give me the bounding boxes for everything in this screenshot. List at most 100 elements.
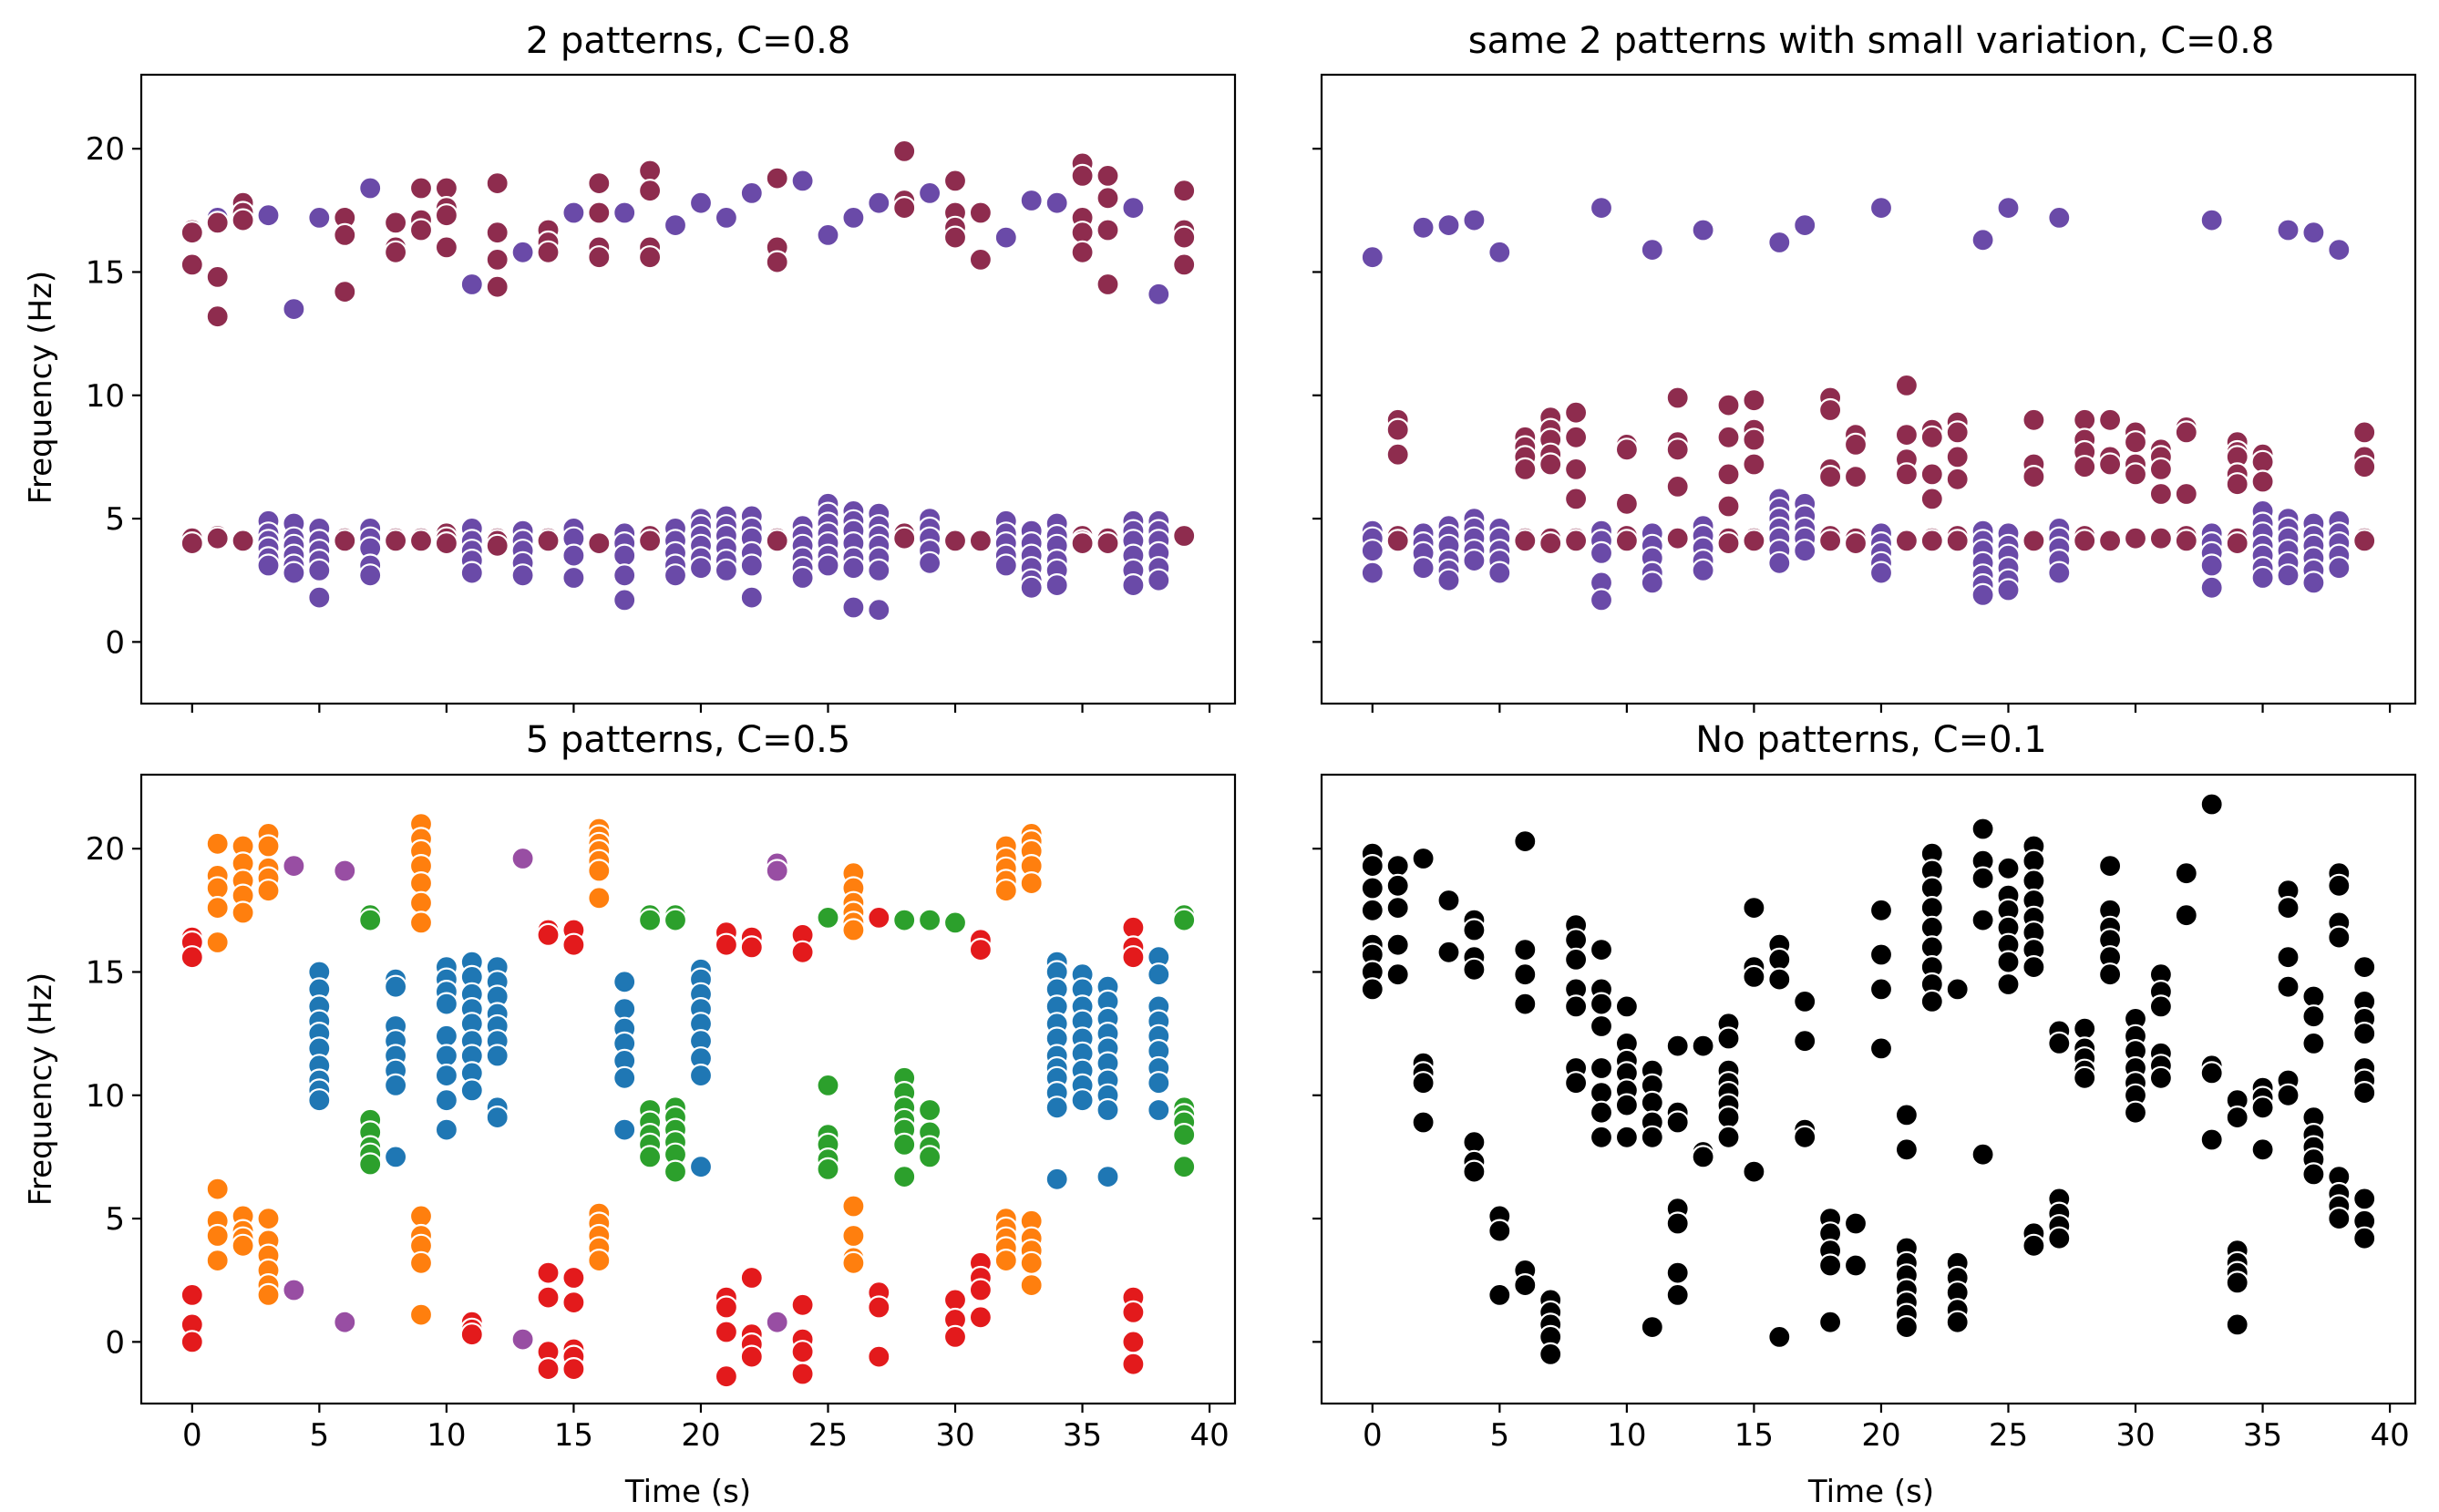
- data-point: [2352, 1226, 2377, 1250]
- data-point: [1385, 873, 1410, 898]
- data-point: [1096, 186, 1120, 211]
- data-point: [637, 179, 663, 203]
- data-point: [765, 859, 789, 883]
- data-point: [816, 553, 840, 578]
- data-point: [1070, 221, 1095, 245]
- data-point: [714, 558, 739, 583]
- scatter-points: [180, 139, 1197, 622]
- data-point: [1640, 1314, 1664, 1340]
- data-point: [1385, 853, 1410, 879]
- data-point: [180, 530, 204, 556]
- axis-ticks: 0 5 10 15 20 25 30 35 40: [1312, 848, 2410, 1454]
- data-point: [790, 1340, 815, 1364]
- x-tick-label: 15: [1734, 1417, 1774, 1454]
- data-point: [1589, 1080, 1614, 1106]
- data-point: [714, 1295, 739, 1320]
- data-point: [2301, 984, 2326, 1009]
- data-point: [2301, 1004, 2326, 1029]
- data-point: [993, 879, 1018, 903]
- data-point: [1096, 163, 1120, 188]
- data-point: [1640, 571, 1664, 595]
- data-point: [485, 533, 509, 558]
- data-point: [2276, 218, 2300, 242]
- data-point: [256, 879, 281, 903]
- data-point: [510, 846, 535, 871]
- data-point: [1919, 876, 1944, 900]
- data-point: [282, 561, 306, 585]
- data-point: [612, 201, 637, 225]
- data-point: [739, 553, 764, 578]
- data-point: [2123, 1100, 2148, 1125]
- data-point: [1121, 915, 1146, 940]
- data-point: [2047, 1031, 2072, 1056]
- data-point: [384, 529, 408, 553]
- data-point: [714, 1320, 739, 1344]
- data-point: [2123, 526, 2148, 550]
- data-point: [231, 208, 255, 232]
- data-point: [841, 205, 866, 230]
- x-tick-label: 40: [1189, 1417, 1229, 1454]
- data-point: [408, 890, 434, 915]
- data-point: [2022, 1233, 2046, 1258]
- axis-ticks: 0 5 10 15 20 25 30 35 40 0 5 10 15 20: [86, 831, 1230, 1454]
- data-point: [1793, 989, 1817, 1014]
- data-point: [256, 553, 281, 578]
- data-point: [1894, 462, 1919, 487]
- data-point: [1665, 437, 1690, 462]
- data-point: [408, 529, 434, 553]
- data-point: [1843, 530, 1868, 556]
- data-point: [408, 1302, 434, 1327]
- data-point: [2327, 238, 2352, 262]
- data-point: [2199, 1127, 2224, 1152]
- data-point: [358, 1152, 383, 1177]
- data-point: [2047, 1226, 2072, 1250]
- data-point: [1513, 992, 1538, 1016]
- data-point: [1817, 1310, 1843, 1334]
- data-point: [1539, 1342, 1563, 1367]
- data-point: [2225, 472, 2249, 497]
- x-tick-label: 10: [427, 1417, 466, 1454]
- data-point: [637, 245, 663, 270]
- data-point: [1589, 992, 1614, 1016]
- data-point: [459, 561, 484, 585]
- data-point: [1385, 895, 1410, 921]
- panel-title: 2 patterns, C=0.8: [526, 20, 850, 62]
- data-point: [1147, 1071, 1171, 1095]
- data-point: [1563, 457, 1589, 482]
- data-point: [459, 272, 484, 297]
- data-point: [2225, 1312, 2249, 1337]
- x-tick-label: 25: [808, 1417, 848, 1454]
- data-point: [561, 1290, 586, 1315]
- data-point: [333, 222, 357, 247]
- data-point: [587, 171, 612, 196]
- data-point: [1563, 928, 1589, 952]
- data-point: [1513, 457, 1538, 482]
- plot-frame: [1320, 73, 2417, 705]
- data-point: [384, 211, 408, 235]
- y-tick-label: 10: [86, 378, 125, 415]
- data-point: [993, 1248, 1018, 1273]
- data-point: [333, 280, 357, 304]
- data-point: [1121, 1300, 1146, 1325]
- data-point: [2098, 452, 2123, 477]
- data-point: [256, 1282, 281, 1308]
- data-point: [765, 529, 789, 553]
- data-point: [587, 859, 612, 883]
- data-point: [307, 585, 332, 610]
- data-point: [536, 1260, 561, 1285]
- data-point: [536, 1285, 561, 1310]
- data-point: [1640, 238, 1664, 262]
- x-axis-label: Time (s): [624, 1474, 751, 1510]
- data-point: [384, 1073, 408, 1098]
- data-point: [867, 598, 891, 622]
- data-point: [892, 139, 917, 163]
- data-point: [1868, 898, 1894, 922]
- x-tick-label: 30: [935, 1417, 974, 1454]
- data-point: [2301, 1162, 2326, 1187]
- data-point: [1096, 272, 1120, 297]
- data-point: [942, 225, 968, 250]
- data-point: [1096, 218, 1120, 242]
- data-point: [1385, 962, 1410, 987]
- data-point: [536, 529, 561, 553]
- data-point: [1945, 1310, 1970, 1334]
